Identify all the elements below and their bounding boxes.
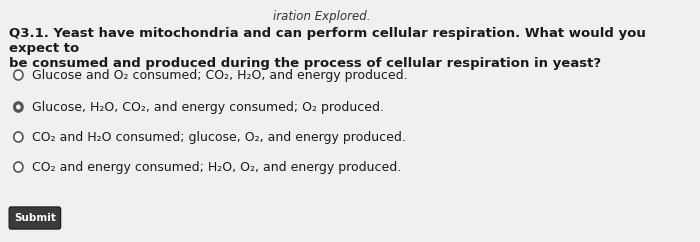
Text: Q3.1. Yeast have mitochondria and can perform cellular respiration. What would y: Q3.1. Yeast have mitochondria and can pe… [9,27,646,70]
Circle shape [14,162,23,172]
Circle shape [14,102,23,112]
Circle shape [14,70,23,80]
Circle shape [16,105,21,109]
Text: iration Explored.: iration Explored. [272,10,370,23]
Text: Glucose and O₂ consumed; CO₂, H₂O, and energy produced.: Glucose and O₂ consumed; CO₂, H₂O, and e… [32,69,408,82]
Text: CO₂ and H₂O consumed; glucose, O₂, and energy produced.: CO₂ and H₂O consumed; glucose, O₂, and e… [32,131,406,144]
Text: Submit: Submit [14,213,56,223]
FancyBboxPatch shape [9,207,61,229]
Circle shape [14,132,23,142]
Text: Glucose, H₂O, CO₂, and energy consumed; O₂ produced.: Glucose, H₂O, CO₂, and energy consumed; … [32,101,384,114]
Text: CO₂ and energy consumed; H₂O, O₂, and energy produced.: CO₂ and energy consumed; H₂O, O₂, and en… [32,161,401,174]
